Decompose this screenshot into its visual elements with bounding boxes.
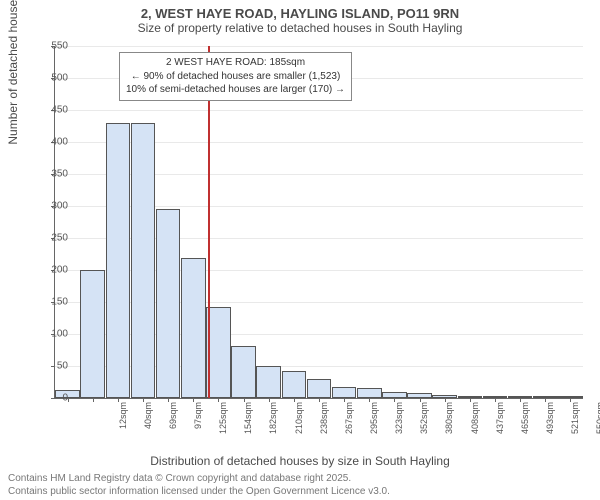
xtick-label: 69sqm	[168, 402, 178, 454]
histogram-bar	[357, 388, 382, 398]
histogram-bar	[282, 371, 307, 398]
histogram-bar	[231, 346, 256, 398]
histogram-bar	[181, 258, 206, 398]
footer-line-2: Contains public sector information licen…	[8, 486, 390, 499]
xtick-mark	[118, 398, 119, 402]
ytick-label: 100	[38, 329, 68, 340]
xtick-label: 550sqm	[595, 402, 600, 454]
ytick-label: 0	[38, 393, 68, 404]
ytick-label: 450	[38, 105, 68, 116]
xtick-mark	[143, 398, 144, 402]
xtick-mark	[470, 398, 471, 402]
xtick-label: 125sqm	[218, 402, 228, 454]
xtick-mark	[520, 398, 521, 402]
ytick-label: 500	[38, 73, 68, 84]
xtick-label: 267sqm	[344, 402, 354, 454]
xtick-mark	[420, 398, 421, 402]
histogram-bar	[156, 209, 181, 398]
ytick-label: 300	[38, 201, 68, 212]
xtick-label: 352sqm	[419, 402, 429, 454]
xtick-label: 493sqm	[545, 402, 555, 454]
xtick-mark	[369, 398, 370, 402]
plot-area: 12sqm40sqm69sqm97sqm125sqm154sqm182sqm21…	[54, 46, 583, 399]
xtick-mark	[394, 398, 395, 402]
xtick-mark	[93, 398, 94, 402]
ytick-label: 250	[38, 233, 68, 244]
x-axis-label: Distribution of detached houses by size …	[0, 454, 600, 468]
xtick-label: 154sqm	[243, 402, 253, 454]
footer-attribution: Contains HM Land Registry data © Crown c…	[8, 473, 390, 498]
annotation-line: ← 90% of detached houses are smaller (1,…	[126, 70, 345, 84]
xtick-mark	[545, 398, 546, 402]
xtick-label: 323sqm	[394, 402, 404, 454]
ytick-label: 550	[38, 41, 68, 52]
xtick-mark	[445, 398, 446, 402]
xtick-mark	[193, 398, 194, 402]
xtick-label: 295sqm	[369, 402, 379, 454]
histogram-bar	[256, 366, 281, 398]
histogram-bar	[332, 387, 357, 398]
xtick-label: 210sqm	[294, 402, 304, 454]
xtick-label: 437sqm	[495, 402, 505, 454]
xtick-label: 182sqm	[268, 402, 278, 454]
xtick-label: 97sqm	[193, 402, 203, 454]
histogram-bar	[131, 123, 156, 398]
histogram-bar	[307, 379, 332, 398]
xtick-mark	[570, 398, 571, 402]
gridline	[55, 110, 583, 111]
ytick-label: 350	[38, 169, 68, 180]
y-axis-label: Number of detached houses	[6, 0, 20, 145]
annotation-line: 10% of semi-detached houses are larger (…	[126, 83, 345, 97]
ytick-label: 150	[38, 297, 68, 308]
annotation-box: 2 WEST HAYE ROAD: 185sqm← 90% of detache…	[119, 52, 352, 101]
xtick-mark	[319, 398, 320, 402]
xtick-label: 238sqm	[319, 402, 329, 454]
xtick-mark	[218, 398, 219, 402]
xtick-label: 12sqm	[118, 402, 128, 454]
xtick-label: 521sqm	[570, 402, 580, 454]
xtick-label: 380sqm	[444, 402, 454, 454]
xtick-label: 40sqm	[143, 402, 153, 454]
histogram-bar	[106, 123, 131, 398]
xtick-mark	[244, 398, 245, 402]
chart-subtitle: Size of property relative to detached ho…	[0, 21, 600, 39]
xtick-mark	[344, 398, 345, 402]
footer-line-1: Contains HM Land Registry data © Crown c…	[8, 473, 390, 486]
xtick-label: 465sqm	[520, 402, 530, 454]
chart-container: 2, WEST HAYE ROAD, HAYLING ISLAND, PO11 …	[0, 0, 600, 500]
annotation-line: 2 WEST HAYE ROAD: 185sqm	[126, 56, 345, 70]
histogram-bar	[80, 270, 105, 398]
xtick-mark	[495, 398, 496, 402]
xtick-mark	[168, 398, 169, 402]
chart-title: 2, WEST HAYE ROAD, HAYLING ISLAND, PO11 …	[0, 0, 600, 21]
xtick-label: 408sqm	[470, 402, 480, 454]
xtick-mark	[269, 398, 270, 402]
gridline	[55, 46, 583, 47]
ytick-label: 200	[38, 265, 68, 276]
xtick-mark	[294, 398, 295, 402]
ytick-label: 400	[38, 137, 68, 148]
ytick-label: 50	[38, 361, 68, 372]
